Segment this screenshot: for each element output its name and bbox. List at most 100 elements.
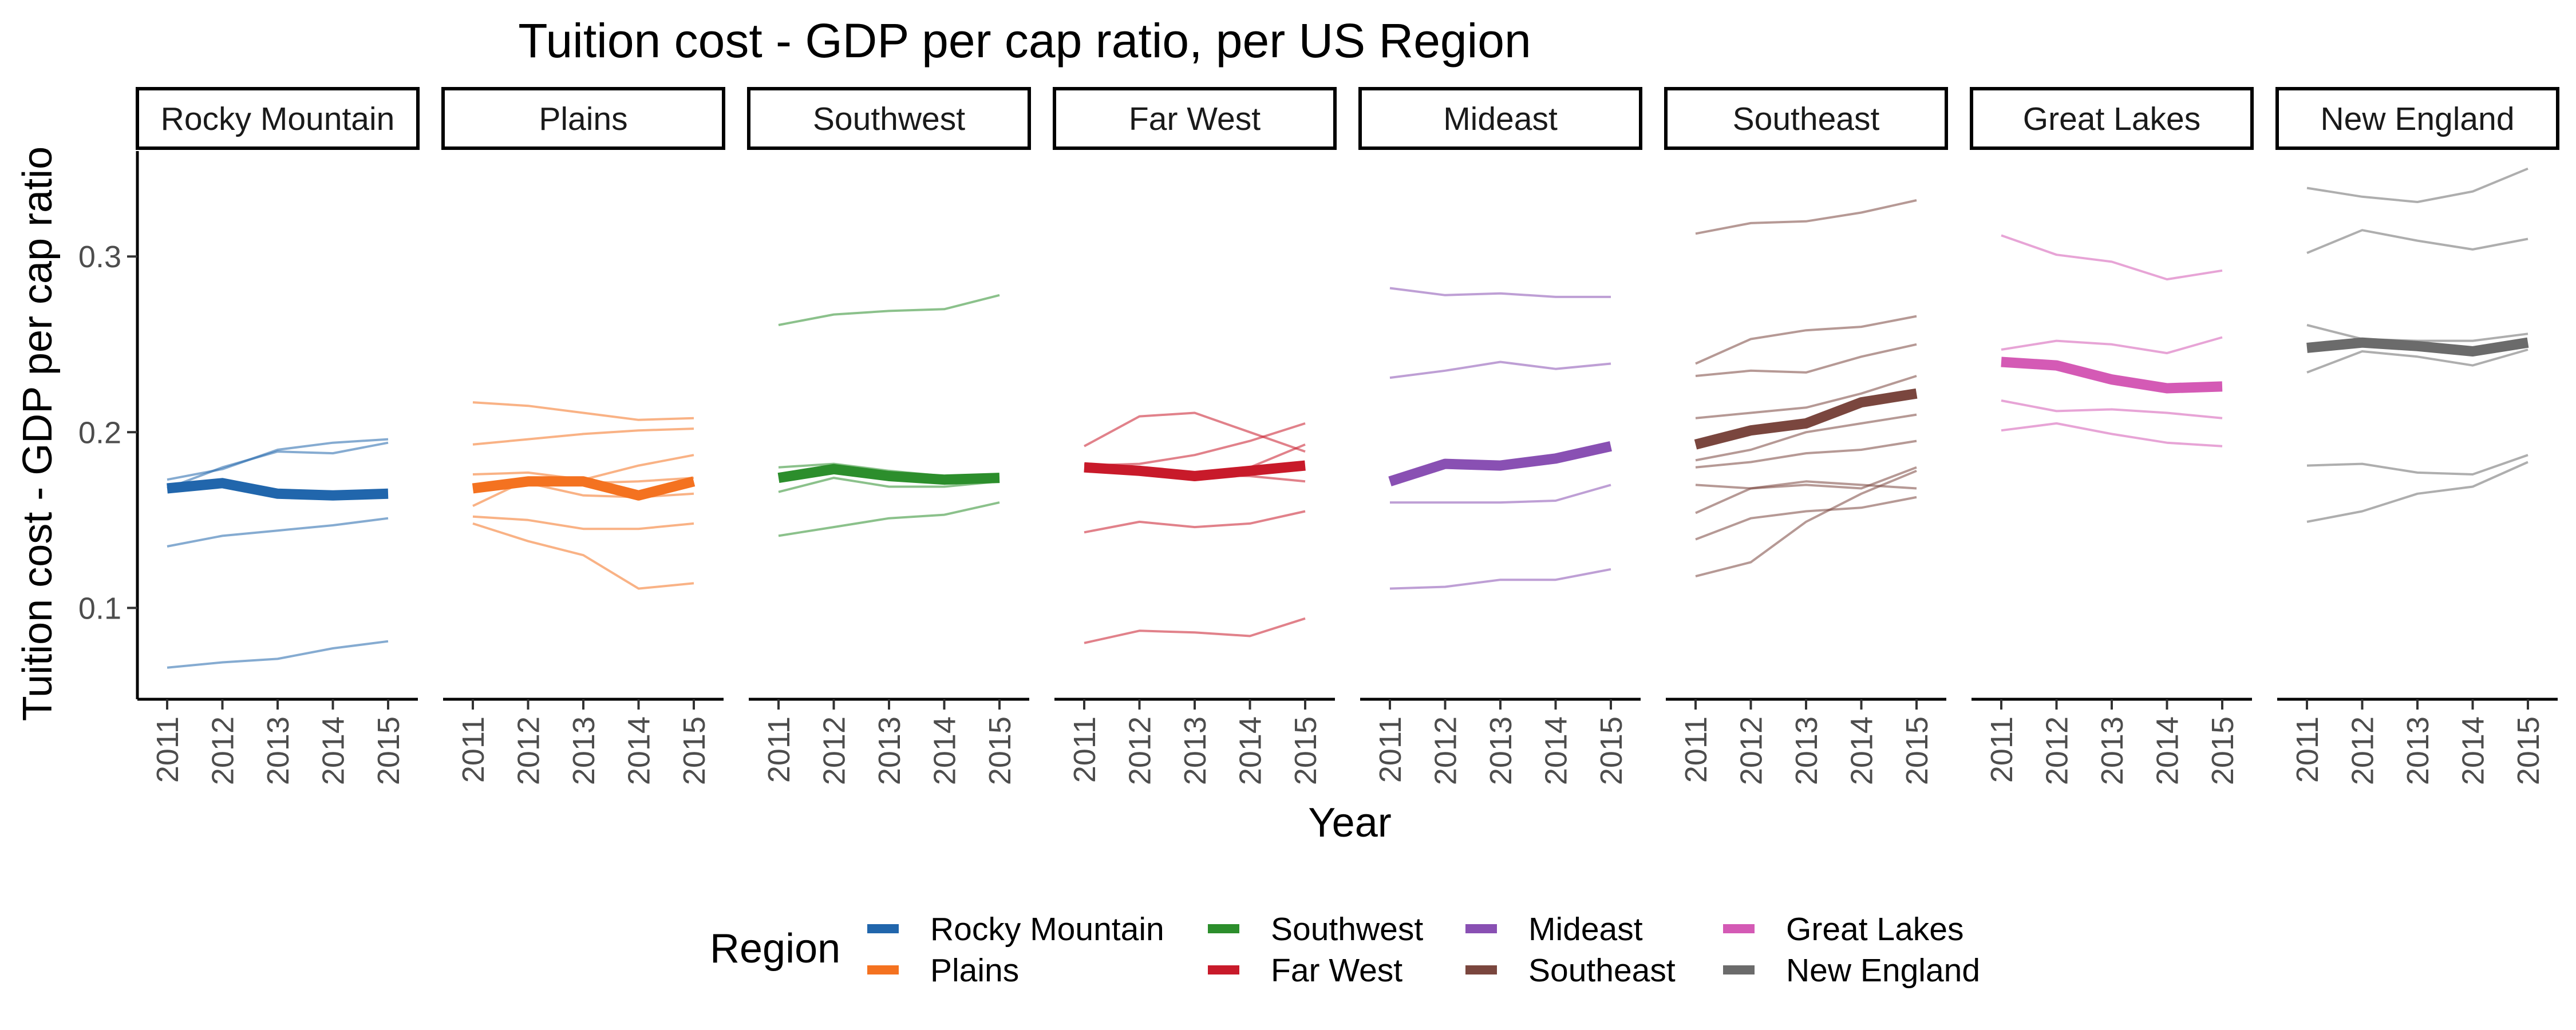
region-average-line: [2306, 337, 2529, 356]
x-tick-label: 2014: [2151, 716, 2185, 785]
state-line: [1695, 315, 1917, 365]
state-line: [1695, 439, 1917, 469]
x-tick-label: 2012: [206, 716, 240, 785]
x-tick-label: 2014: [1845, 716, 1879, 785]
legend-label: Mideast: [1528, 911, 1643, 948]
state-line: [1695, 469, 1917, 578]
state-line: [167, 640, 389, 669]
strip-label: Rocky Mountain: [161, 101, 395, 137]
strip-label: Plains: [539, 101, 627, 137]
x-axis-title: Year: [1308, 800, 1391, 846]
strip-label: Southwest: [813, 101, 965, 137]
state-line: [1389, 568, 1611, 590]
y-tick-label: 0.2: [78, 415, 121, 450]
state-line: [778, 501, 1000, 537]
x-tick-label: 2015: [1289, 716, 1323, 785]
x-tick-label: 2015: [1594, 716, 1629, 785]
strip-label: Southeast: [1733, 101, 1880, 137]
x-tick-label: 2011: [1679, 716, 1713, 783]
state-line: [1084, 617, 1306, 644]
x-tick-label: 2013: [872, 716, 907, 785]
x-tick-label: 2015: [372, 716, 406, 785]
state-line: [1695, 375, 1917, 419]
state-line: [1695, 199, 1917, 235]
x-tick-label: 2015: [2206, 716, 2240, 785]
strip-box: [2275, 87, 2559, 150]
y-tick-label: 0.3: [78, 240, 121, 274]
facet-panels: Rocky Mountain 0.1 0.2 0.3 2011 2012 2013 2014 2…: [78, 87, 2559, 785]
state-line: [778, 294, 1000, 326]
legend-item-plains: Plains: [867, 952, 1019, 989]
legend-label: Far West: [1271, 952, 1402, 989]
region-average-line: [472, 476, 696, 501]
state-line: [1695, 466, 1917, 514]
legend-item-far-west: Far West: [1208, 952, 1402, 989]
strip-box: [441, 87, 725, 150]
strip-box: [1358, 87, 1642, 150]
state-line: [2306, 454, 2528, 476]
legend-label: Plains: [930, 952, 1019, 989]
legend-label: Rocky Mountain: [930, 911, 1164, 948]
state-line: [167, 441, 389, 490]
panel-far-west: Far West 2011 2012 2013 2014 2015: [1053, 87, 1337, 785]
x-tick-label: 2014: [622, 716, 657, 785]
x-tick-label: 2013: [1484, 716, 1518, 785]
x-tick-label: 2012: [1429, 716, 1463, 785]
state-line: [2306, 167, 2528, 203]
state-line: [1389, 360, 1611, 379]
region-average-line: [1388, 441, 1612, 486]
state-line: [1084, 411, 1306, 453]
state-line: [2306, 324, 2528, 342]
strip-box: [1664, 87, 1948, 150]
legend-item-rocky-mountain: Rocky Mountain: [867, 911, 1164, 948]
strip-label: Far West: [1129, 101, 1261, 137]
x-tick-label: 2014: [928, 716, 962, 785]
state-line: [472, 401, 694, 421]
region-average-line: [2001, 356, 2223, 394]
x-tick-label: 2012: [1735, 716, 1769, 785]
y-tick-label: 0.1: [78, 591, 121, 625]
state-line: [1695, 496, 1917, 541]
x-tick-label: 2013: [1178, 716, 1212, 785]
state-line: [2306, 461, 2528, 523]
legend-item-southeast: Southeast: [1465, 952, 1676, 989]
x-tick-label: 2015: [2511, 716, 2546, 785]
state-line: [472, 522, 694, 590]
x-tick-label: 2014: [1539, 716, 1574, 785]
x-tick-label: 2011: [1985, 716, 2019, 783]
panel-new-england: New England 2011 2012 2013 2014 2015: [2275, 87, 2559, 785]
region-average-line: [1084, 460, 1306, 481]
panel-great-lakes: Great Lakes 2011 2012 2013 2014 2015: [1970, 87, 2254, 785]
strip-label: New England: [2320, 101, 2514, 137]
state-line: [1390, 484, 1611, 504]
x-tick-label: 2013: [2095, 716, 2129, 785]
panel-rocky-mountain: Rocky Mountain 0.1 0.2 0.3 2011 2012 2013 2014 2…: [78, 87, 420, 785]
state-line: [1695, 343, 1917, 377]
x-tick-label: 2012: [817, 716, 852, 785]
x-tick-label: 2015: [983, 716, 1017, 785]
region-average-line: [1694, 388, 1918, 450]
strip-label: Great Lakes: [2023, 101, 2201, 137]
state-line: [2001, 399, 2223, 419]
strip-box: [1970, 87, 2254, 150]
x-tick-label: 2013: [1789, 716, 1824, 785]
strip-box: [136, 87, 420, 150]
region-average-line: [167, 478, 389, 501]
y-axis-title: Tuition cost - GDP per cap ratio: [15, 146, 61, 721]
x-tick-label: 2011: [1068, 716, 1102, 783]
state-line: [778, 477, 1000, 493]
legend-item-great-lakes: Great Lakes: [1723, 911, 1964, 948]
state-line: [2306, 229, 2528, 254]
panel-mideast: Mideast 2011 2012 2013 2014 2015: [1358, 87, 1642, 785]
x-tick-label: 2011: [1373, 716, 1408, 783]
state-line: [1084, 422, 1306, 467]
chart-title: Tuition cost - GDP per cap ratio, per US…: [518, 14, 1531, 68]
x-tick-label: 2012: [512, 716, 546, 785]
x-tick-label: 2014: [1234, 716, 1268, 785]
strip-label: Mideast: [1443, 101, 1558, 137]
x-tick-label: 2014: [317, 716, 351, 785]
x-tick-label: 2013: [2401, 716, 2435, 785]
x-tick-label: 2011: [456, 716, 491, 783]
x-tick-label: 2011: [151, 716, 185, 783]
